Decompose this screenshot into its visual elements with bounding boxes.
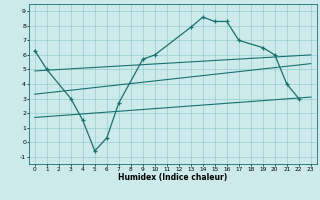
- X-axis label: Humidex (Indice chaleur): Humidex (Indice chaleur): [118, 173, 228, 182]
